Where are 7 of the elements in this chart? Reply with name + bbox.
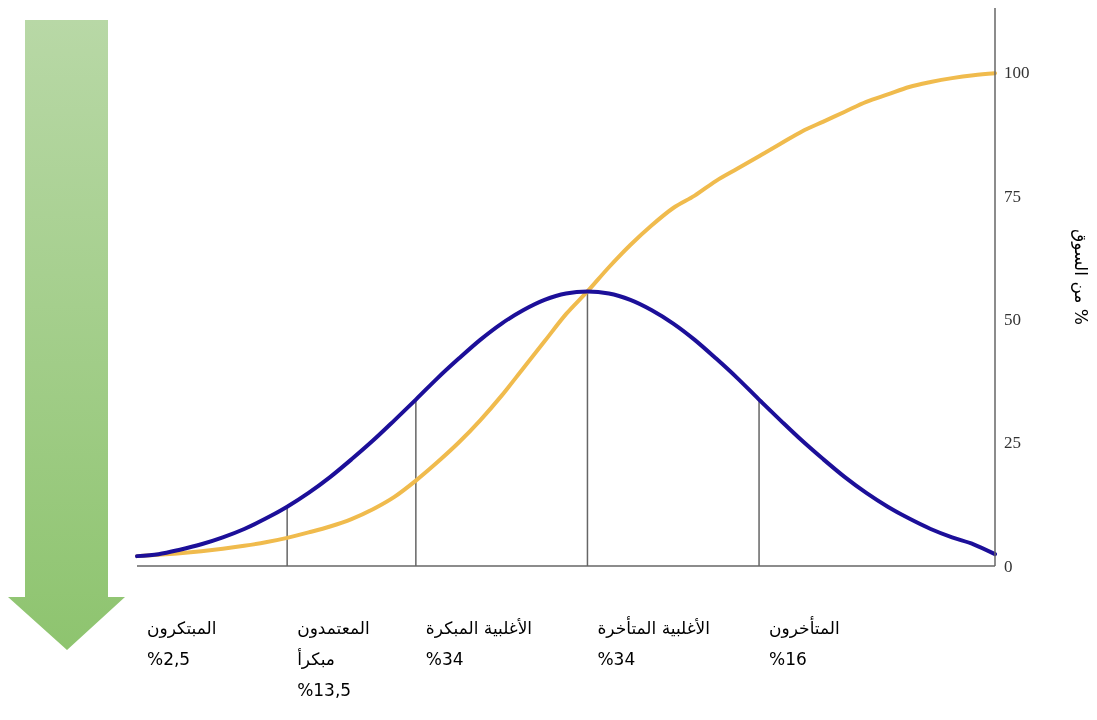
y-tick-label: 0 [1004, 556, 1013, 576]
y-tick-label: 50 [1004, 310, 1021, 330]
y-tick-label: 100 [1004, 63, 1030, 83]
y-axis-title: % من السوق [1071, 228, 1091, 326]
y-tick-label: 25 [1004, 433, 1021, 453]
y-tick-label: 75 [1004, 186, 1021, 206]
line-series [135, 289, 997, 559]
